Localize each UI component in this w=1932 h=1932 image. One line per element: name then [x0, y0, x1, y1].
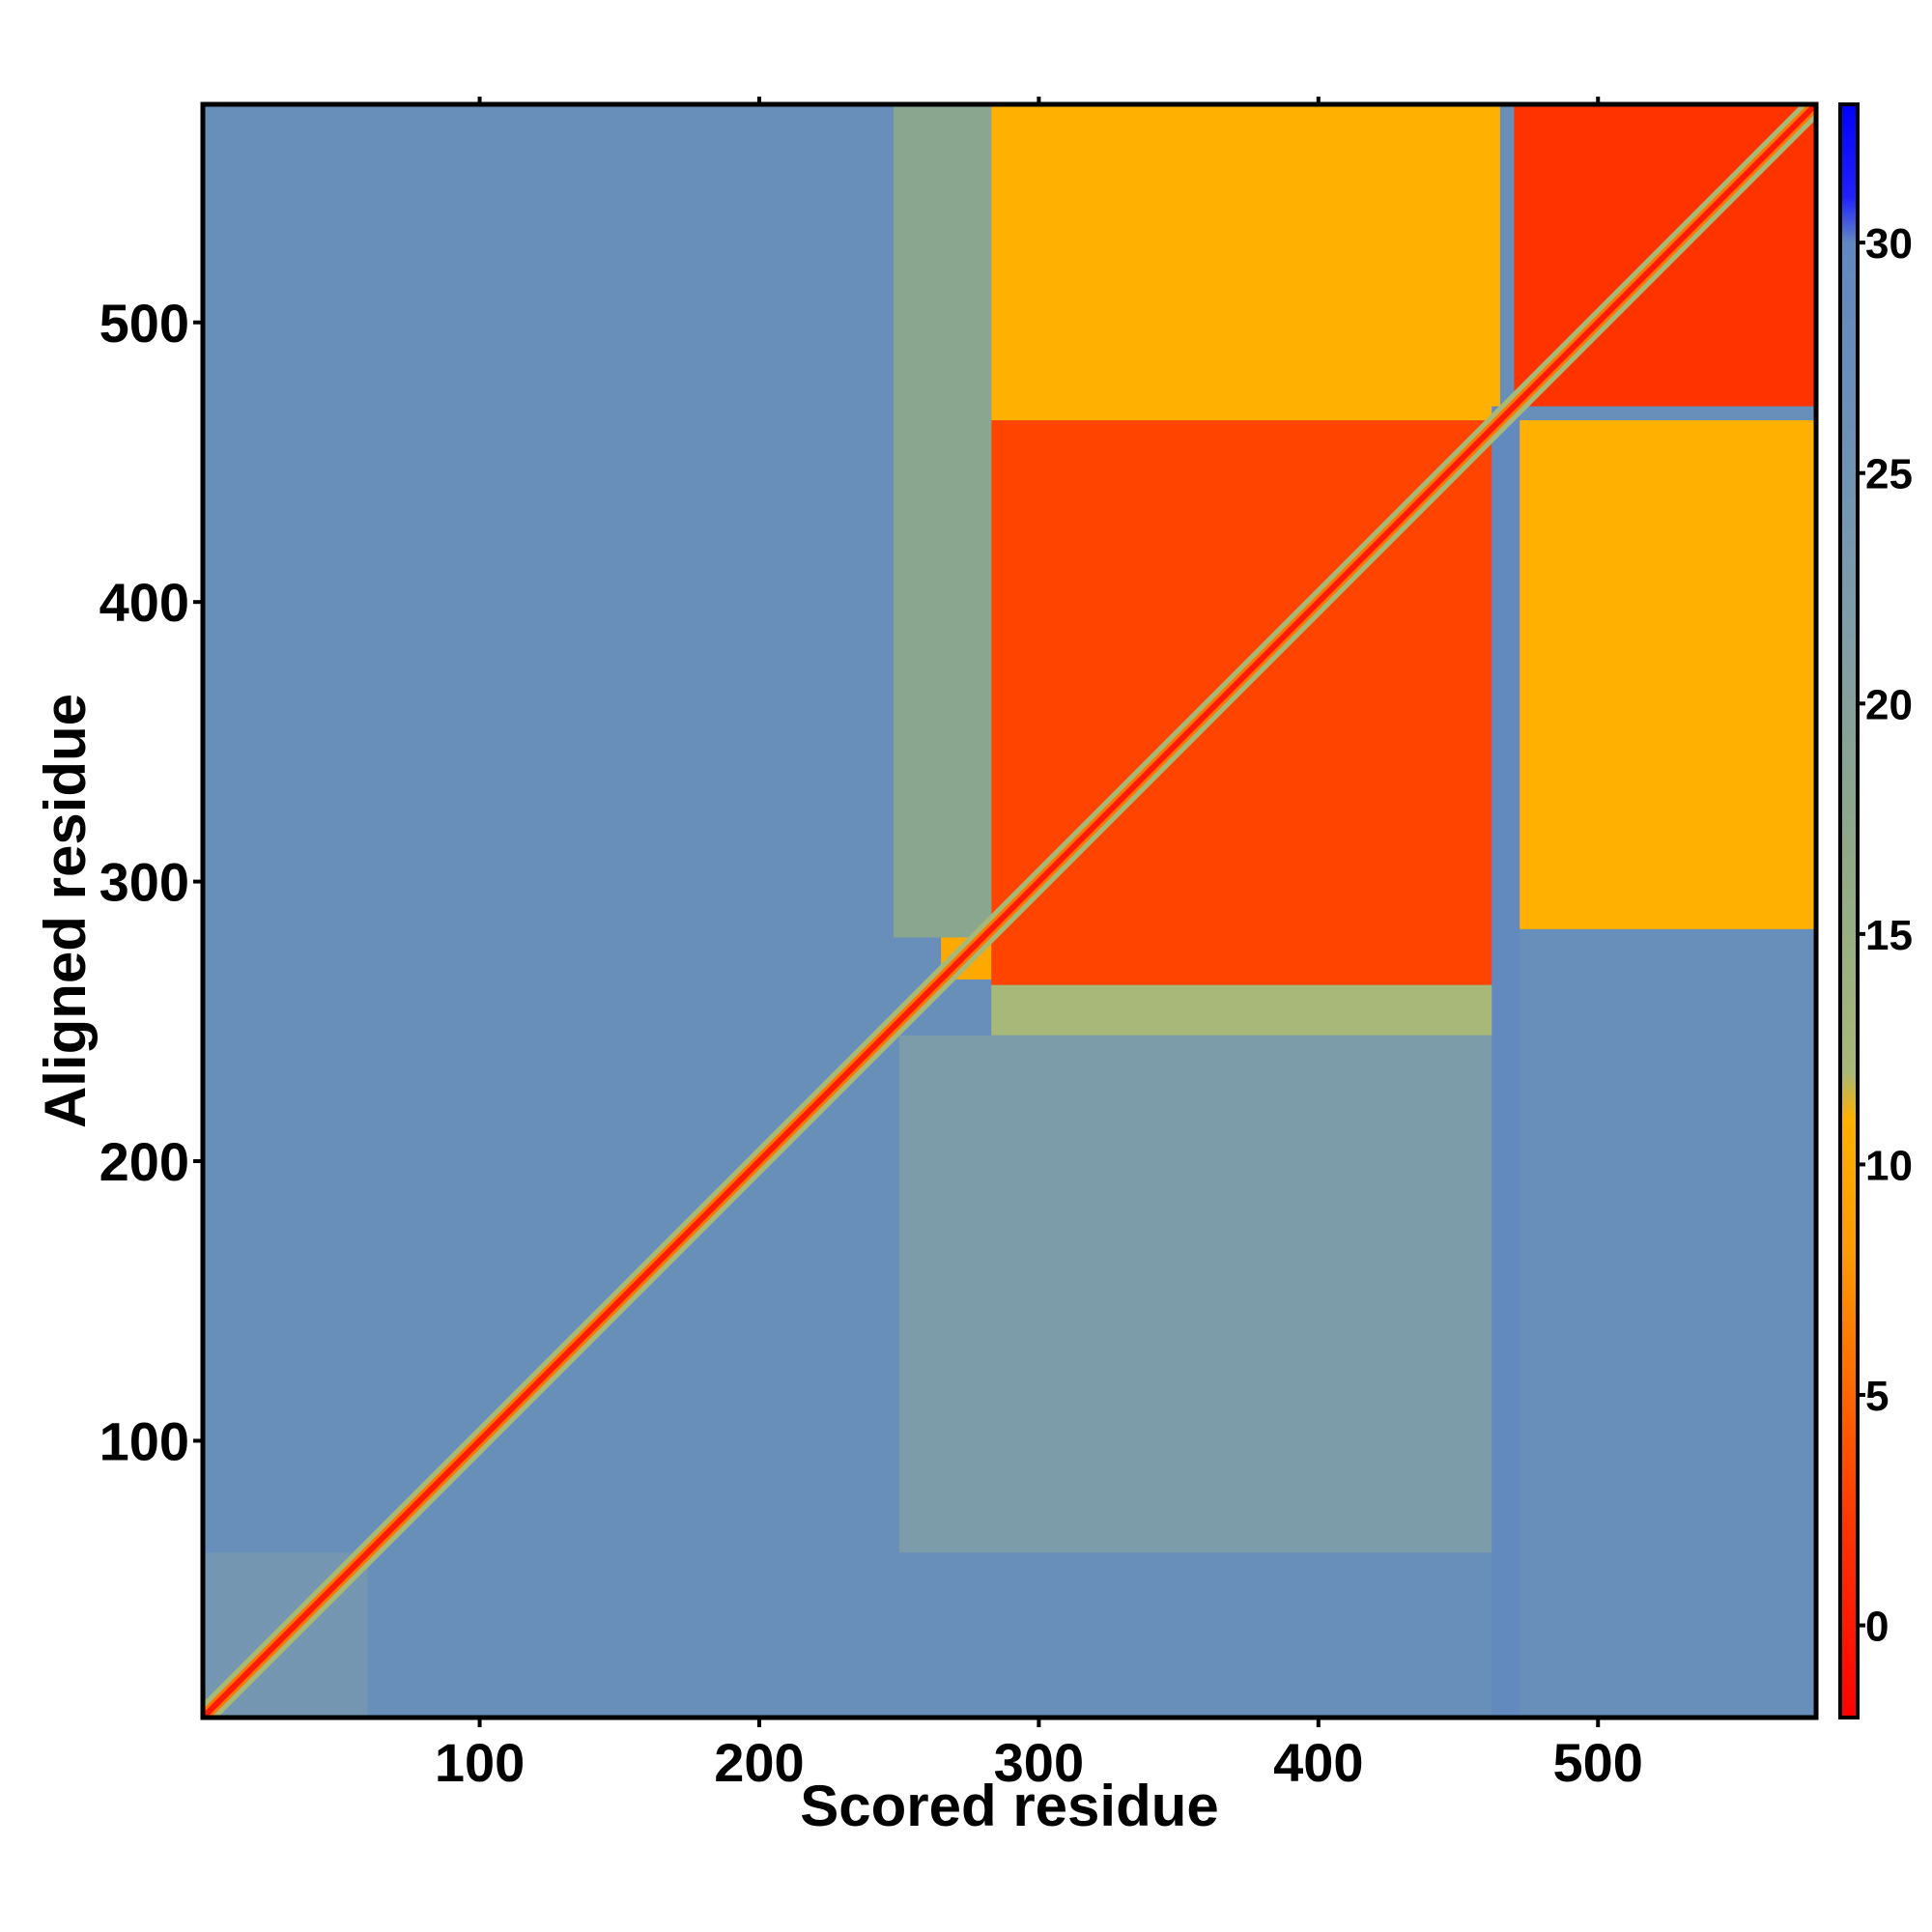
y-tick-label: 100 — [99, 1410, 189, 1471]
heatmap-block-7 — [898, 1035, 1500, 1553]
x-tick-label: 400 — [1273, 1732, 1363, 1793]
heatmap-block-5 — [991, 984, 1500, 1036]
x-tick-label: 300 — [994, 1732, 1084, 1793]
y-tick-label: 200 — [99, 1131, 189, 1192]
x-tick-label: 500 — [1553, 1732, 1643, 1793]
colorbar-tick-label: 0 — [1865, 1604, 1889, 1651]
heatmap-block-2 — [1499, 420, 1816, 929]
colorbar-ticks: 0 5 10 15 20 25 30 — [1858, 220, 1913, 1651]
plot-frame — [200, 101, 1819, 1720]
y-tick-label: 500 — [99, 293, 189, 354]
heatmap-block-1 — [991, 104, 1500, 421]
heatmap-cells — [203, 104, 1816, 1718]
colorbar-tick-label: 20 — [1865, 681, 1913, 728]
colorbar-tick-label: 30 — [1865, 220, 1913, 268]
diagonal-band-2 — [203, 104, 1816, 1718]
y-tick-label: 400 — [99, 572, 189, 633]
x-axis-label: Scored residue — [800, 1774, 1219, 1838]
heatmap-block-6 — [893, 104, 992, 938]
x-tick-label: 100 — [435, 1732, 525, 1793]
heatmap-block-8 — [1492, 406, 1520, 1718]
colorbar-tick-label: 25 — [1865, 451, 1913, 498]
y-axis-ticks: 100 200 300 400 500 — [99, 293, 203, 1471]
colorbar-tick-label: 15 — [1865, 912, 1913, 959]
y-axis-label: Aligned residue — [33, 694, 98, 1128]
x-axis-ticks: 100 200 300 400 500 — [435, 97, 1643, 1793]
colorbar — [1838, 102, 1860, 1719]
x-tick-label: 200 — [714, 1732, 804, 1793]
y-tick-label: 300 — [99, 852, 189, 913]
colorbar-tick-label: 10 — [1865, 1142, 1913, 1189]
colorbar-tick-label: 5 — [1865, 1373, 1889, 1420]
